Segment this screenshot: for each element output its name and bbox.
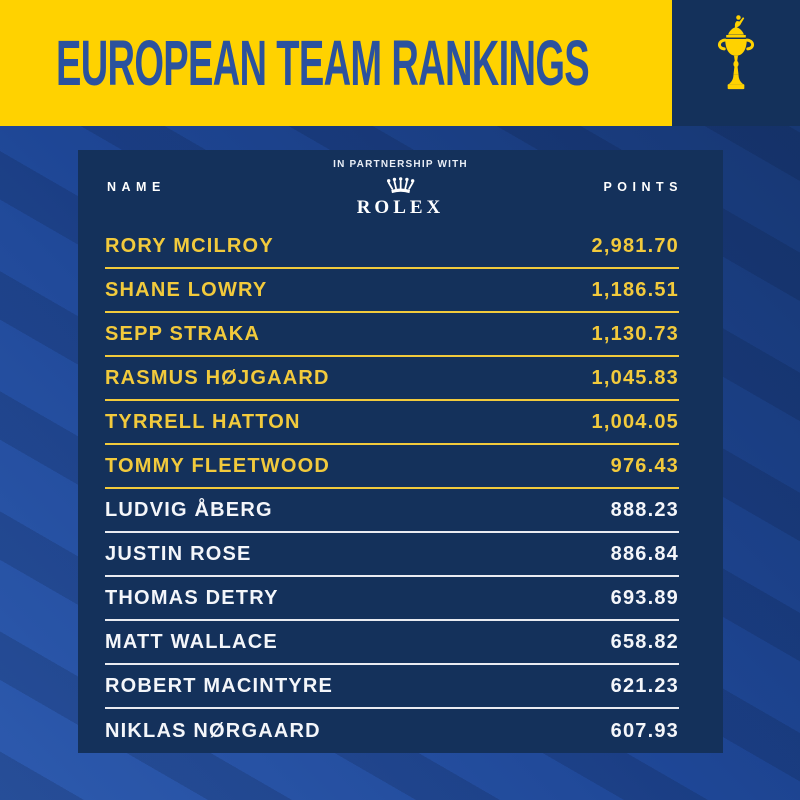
table-row: SHANE LOWRY 1,186.51 xyxy=(105,269,679,313)
rolex-wordmark: ROLEX xyxy=(356,197,445,218)
player-name: SEPP STRAKA xyxy=(105,322,261,345)
table-row: ROBERT MACINTYRE 621.23 xyxy=(105,665,679,709)
table-row: NIKLAS NØRGAARD 607.93 xyxy=(105,709,679,753)
card-header: NAME IN PARTNERSHIP WITH xyxy=(78,150,723,225)
player-name: SHANE LOWRY xyxy=(105,278,268,301)
player-name: NIKLAS NØRGAARD xyxy=(105,719,321,742)
player-name: MATT WALLACE xyxy=(105,630,278,653)
table-row: LUDVIG ÅBERG 888.23 xyxy=(105,489,679,533)
points-column-header: POINTS xyxy=(603,180,683,194)
table-row: RASMUS HØJGAARD 1,045.83 xyxy=(105,357,679,401)
table-row: MATT WALLACE 658.82 xyxy=(105,621,679,665)
player-name: RORY MCILROY xyxy=(105,234,274,257)
player-points: 886.84 xyxy=(610,542,679,565)
player-name: JUSTIN ROSE xyxy=(105,542,252,565)
table-row: SEPP STRAKA 1,130.73 xyxy=(105,313,679,357)
player-name: THOMAS DETRY xyxy=(105,586,279,609)
player-points: 693.89 xyxy=(610,586,679,609)
table-row: RORY MCILROY 2,981.70 xyxy=(105,225,679,269)
rankings-rows: RORY MCILROY 2,981.70 SHANE LOWRY 1,186.… xyxy=(105,225,679,753)
partnership-label: IN PARTNERSHIP WITH xyxy=(333,159,468,170)
player-points: 1,186.51 xyxy=(591,278,679,301)
player-points: 1,130.73 xyxy=(591,322,679,345)
player-points: 976.43 xyxy=(610,454,679,477)
player-points: 888.23 xyxy=(610,498,679,521)
page-title: EUROPEAN TEAM RANKINGS xyxy=(56,26,590,99)
rankings-card: NAME IN PARTNERSHIP WITH xyxy=(78,150,723,753)
table-row: TYRRELL HATTON 1,004.05 xyxy=(105,401,679,445)
player-points: 1,004.05 xyxy=(591,410,679,433)
player-name: ROBERT MACINTYRE xyxy=(105,674,334,697)
partnership-block: IN PARTNERSHIP WITH xyxy=(333,159,468,219)
name-column-header: NAME xyxy=(107,180,166,194)
table-row: THOMAS DETRY 693.89 xyxy=(105,577,679,621)
trophy-box xyxy=(672,0,800,126)
table-row: TOMMY FLEETWOOD 976.43 xyxy=(105,445,679,489)
table-row: JUSTIN ROSE 886.84 xyxy=(105,533,679,577)
ryder-cup-trophy-icon xyxy=(717,15,755,90)
player-name: TOMMY FLEETWOOD xyxy=(105,454,331,477)
player-points: 658.82 xyxy=(610,630,679,653)
player-name: RASMUS HØJGAARD xyxy=(105,366,330,389)
player-points: 607.93 xyxy=(610,719,679,742)
player-name: LUDVIG ÅBERG xyxy=(105,498,273,521)
header-banner: EUROPEAN TEAM RANKINGS xyxy=(0,0,672,126)
player-points: 2,981.70 xyxy=(591,234,679,257)
player-points: 1,045.83 xyxy=(591,366,679,389)
player-name: TYRRELL HATTON xyxy=(105,410,301,433)
rolex-crown-icon xyxy=(386,177,415,194)
player-points: 621.23 xyxy=(610,674,679,697)
